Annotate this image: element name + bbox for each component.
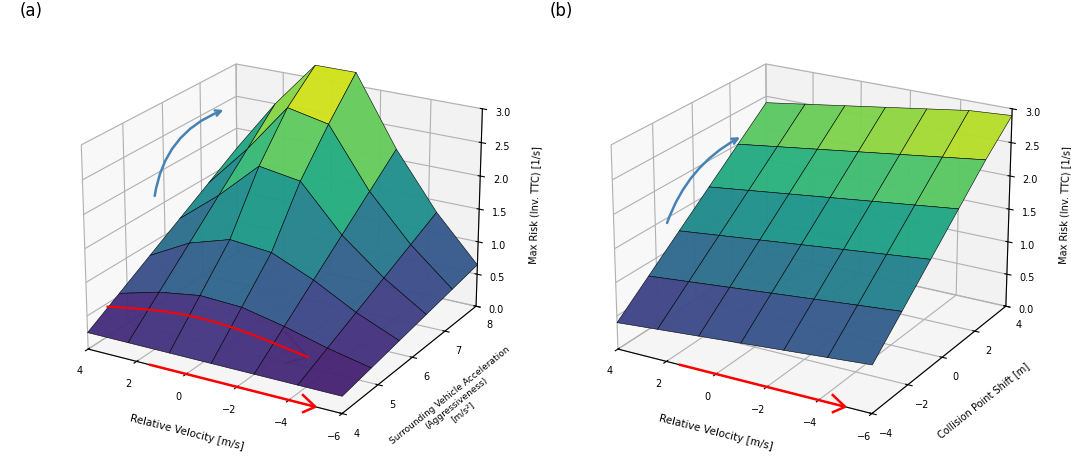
X-axis label: Relative Velocity [m/s]: Relative Velocity [m/s]	[129, 412, 244, 450]
X-axis label: Relative Velocity [m/s]: Relative Velocity [m/s]	[659, 412, 774, 450]
Text: (a): (a)	[19, 2, 43, 20]
Y-axis label: Collision Point Shift [m]: Collision Point Shift [m]	[936, 360, 1031, 439]
Text: (b): (b)	[549, 2, 573, 20]
Y-axis label: Surrounding Vehicle Acceleration
(Aggressiveness)
[m/s²]: Surrounding Vehicle Acceleration (Aggres…	[389, 344, 525, 461]
